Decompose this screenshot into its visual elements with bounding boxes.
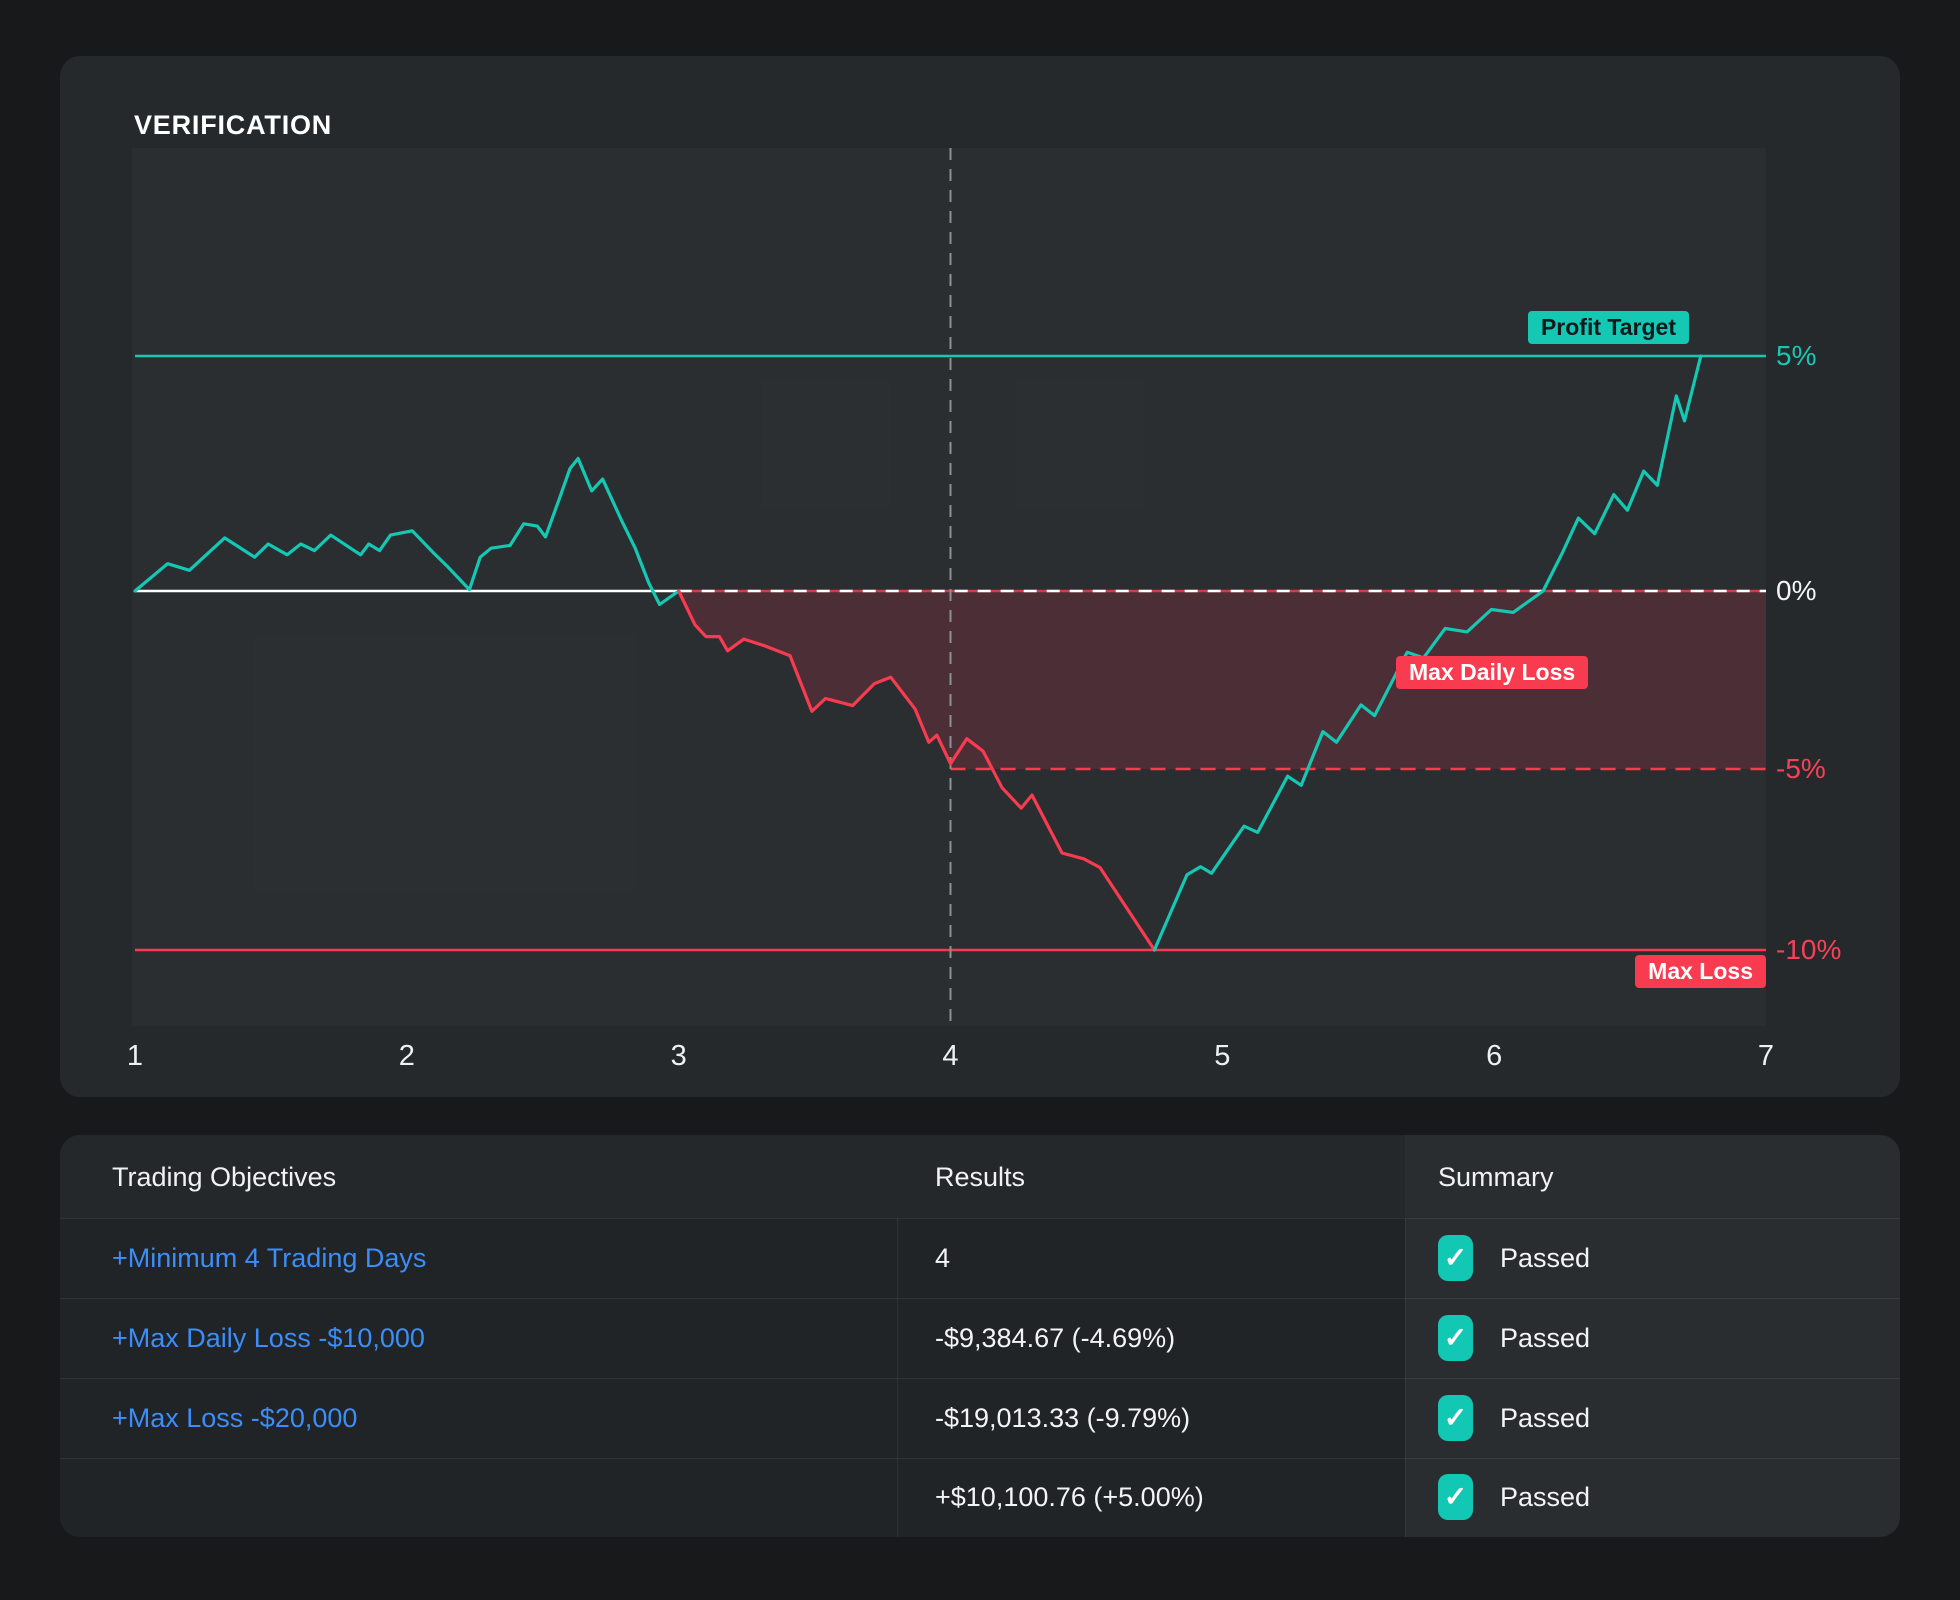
profit-target-badge: Profit Target [1527,311,1689,344]
table-row-profit-target: +Profit Target $10,000 +$10,100.76 (+5.0… [60,1458,1900,1537]
max-daily-loss-badge: Max Daily Loss [1396,656,1589,689]
column-header-results: Results [935,1162,1026,1192]
passed-check-icon: ✓ [1438,1315,1473,1361]
column-divider [897,1218,898,1537]
x-tick-label: 3 [670,1040,687,1072]
row-divider [60,1378,1900,1379]
x-tick-label: 1 [126,1040,144,1072]
row-divider [60,1218,1900,1219]
objective-link-max-daily-loss[interactable]: +Max Daily Loss -$10,000 [112,1323,425,1353]
y-tick-label: 5% [1776,340,1817,371]
table-body-shade [60,1218,1405,1537]
passed-check-icon: ✓ [1438,1235,1473,1281]
status-badge: Passed [1500,1323,1591,1353]
y-tick-label: -10% [1776,934,1842,965]
passed-check-icon: ✓ [1438,1474,1473,1520]
equity-chart [133,148,1766,1022]
row-divider [60,1458,1900,1459]
y-tick-label: 0% [1776,575,1817,606]
objective-link-max-loss[interactable]: +Max Loss -$20,000 [112,1403,358,1433]
passed-check-icon: ✓ [1438,1395,1473,1441]
column-header-summary: Summary [1438,1162,1554,1192]
status-badge: Passed [1500,1243,1591,1273]
y-tick-label: -5% [1776,753,1826,784]
x-tick-label: 2 [398,1040,415,1072]
verification-panel: VERIFICATION Profit Target Max Daily Los… [60,56,1900,1097]
result-value: +$10,100.76 (+5.00%) [935,1482,1204,1512]
objective-link-min-trading-days[interactable]: +Minimum 4 Trading Days [112,1243,427,1273]
column-header-objectives: Trading Objectives [112,1162,337,1192]
panel-title: VERIFICATION [134,110,333,141]
x-tick-label: 5 [1214,1040,1231,1072]
max-loss-badge: Max Loss [1635,955,1766,988]
x-tick-label: 4 [942,1040,959,1072]
status-badge: Passed [1500,1403,1591,1433]
table-row-max-daily-loss: +Max Daily Loss -$10,000 -$9,384.67 (-4.… [60,1299,1900,1378]
trading-objectives-panel: Trading Objectives Results Summary +Mini… [60,1135,1900,1537]
column-divider [1405,1218,1406,1537]
table-row-max-loss: +Max Loss -$20,000 -$19,013.33 (-9.79%) … [60,1379,1900,1458]
result-value: -$9,384.67 (-4.69%) [935,1323,1176,1353]
status-badge: Passed [1500,1482,1591,1512]
result-value: -$19,013.33 (-9.79%) [935,1403,1191,1433]
x-tick-label: 7 [1757,1040,1775,1072]
result-value: 4 [935,1243,951,1273]
x-tick-label: 6 [1486,1040,1503,1072]
table-row-min-trading-days: +Minimum 4 Trading Days 4 ✓ Passed [60,1219,1900,1298]
row-divider [60,1298,1900,1299]
